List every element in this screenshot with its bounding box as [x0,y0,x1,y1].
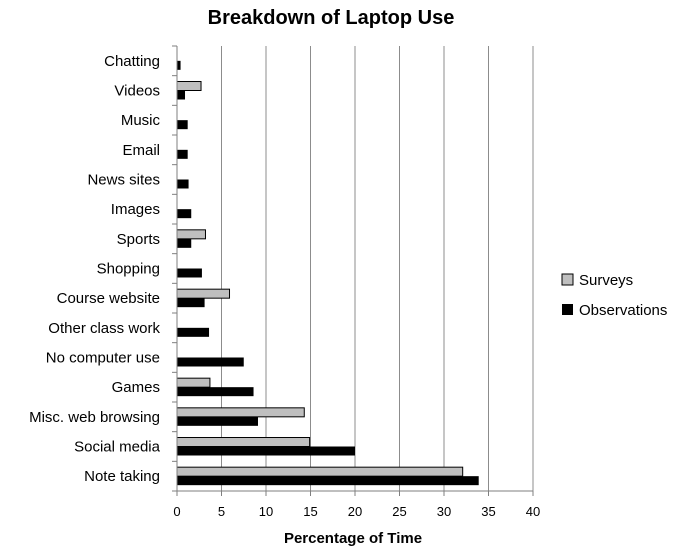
bars [176,60,479,486]
category-label-note-taking: Note taking [84,468,160,485]
bar-observations-note-taking [177,476,479,486]
bar-observations-sports [177,238,192,248]
bar-observations-images [177,209,192,219]
bar-surveys-sports [176,229,206,240]
bar-observations-shopping [177,268,202,278]
category-label-shopping: Shopping [97,261,160,278]
category-label-course-website: Course website [57,290,160,307]
legend-swatch-surveys [561,273,574,286]
bar-observations-music [177,120,188,130]
category-label-other-class-work: Other class work [48,320,160,337]
x-tick-label-35: 35 [481,504,495,519]
x-tick-label-10: 10 [259,504,273,519]
bar-observations-news-sites [177,179,189,189]
bar-observations-misc-web-browsing [177,416,258,426]
bar-surveys-note-taking [176,466,464,477]
bar-surveys-games [176,377,211,388]
x-tick-label-40: 40 [526,504,540,519]
category-label-sports: Sports [117,231,160,248]
bar-observations-chatting [177,60,181,70]
bar-surveys-videos [176,81,202,91]
x-tick-label-0: 0 [173,504,180,519]
x-tick-label-30: 30 [437,504,451,519]
bar-observations-no-computer-use [177,357,244,367]
category-label-no-computer-use: No computer use [46,350,160,367]
x-tick-label-5: 5 [218,504,225,519]
gridlines [221,46,534,491]
bar-observations-videos [177,90,186,100]
bar-surveys-social-media [176,437,311,447]
bar-observations-social-media [177,446,355,456]
bar-surveys-misc-web-browsing [176,407,305,418]
category-label-games: Games [112,379,160,396]
category-labels: Chatting Videos Music Email News sites Images… [29,53,161,485]
category-label-social-media: Social media [74,439,161,456]
category-label-videos: Videos [114,83,160,100]
category-label-music: Music [121,112,161,129]
x-tick-label-15: 15 [303,504,317,519]
category-label-news-sites: News sites [87,172,160,189]
legend-swatch-observations [562,304,573,315]
x-tick-label-20: 20 [348,504,362,519]
category-label-chatting: Chatting [104,53,160,70]
category-label-misc-web-browsing: Misc. web browsing [29,409,160,426]
legend-label-surveys: Surveys [579,272,633,289]
bar-observations-course-website [177,298,205,308]
bar-observations-email [177,149,188,159]
category-label-email: Email [122,142,160,159]
legend: Surveys Observations [561,272,667,319]
x-tick-labels: 0 5 10 15 20 25 30 35 40 [173,504,540,519]
x-tick-label-25: 25 [392,504,406,519]
x-axis-title: Percentage of Time [284,530,422,547]
bar-observations-games [177,387,254,397]
category-label-images: Images [111,201,160,218]
legend-label-observations: Observations [579,302,667,319]
bar-surveys-course-website [176,288,231,299]
chart-title: Breakdown of Laptop Use [208,7,455,29]
bar-observations-other-class-work [177,327,210,337]
axes [172,45,534,496]
